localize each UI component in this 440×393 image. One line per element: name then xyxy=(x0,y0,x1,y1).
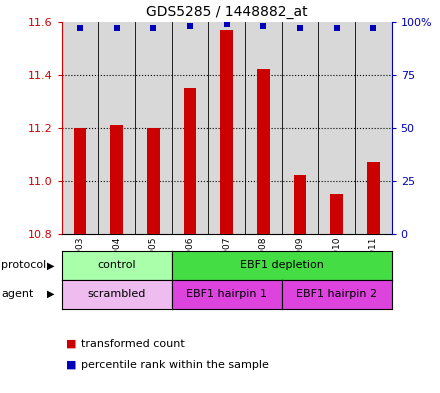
Text: EBF1 hairpin 1: EBF1 hairpin 1 xyxy=(186,289,267,299)
Point xyxy=(223,20,230,27)
Title: GDS5285 / 1448882_at: GDS5285 / 1448882_at xyxy=(146,5,308,19)
Point xyxy=(113,25,120,31)
Text: agent: agent xyxy=(1,289,33,299)
Point xyxy=(333,25,340,31)
Text: ■: ■ xyxy=(66,339,77,349)
Point xyxy=(77,25,84,31)
Bar xyxy=(367,162,380,234)
Bar xyxy=(147,128,160,234)
Text: ▶: ▶ xyxy=(47,261,55,270)
Text: control: control xyxy=(97,261,136,270)
Bar xyxy=(330,194,343,234)
Bar xyxy=(183,88,196,234)
Text: scrambled: scrambled xyxy=(88,289,146,299)
Text: percentile rank within the sample: percentile rank within the sample xyxy=(81,360,269,370)
Point xyxy=(260,23,267,29)
Point xyxy=(187,23,194,29)
Point xyxy=(370,25,377,31)
Text: protocol: protocol xyxy=(1,261,46,270)
Text: EBF1 hairpin 2: EBF1 hairpin 2 xyxy=(296,289,377,299)
Bar xyxy=(220,29,233,234)
Point xyxy=(297,25,304,31)
Bar xyxy=(73,128,86,234)
Text: EBF1 depletion: EBF1 depletion xyxy=(240,261,323,270)
Text: ■: ■ xyxy=(66,360,77,370)
Bar xyxy=(110,125,123,234)
Point xyxy=(150,25,157,31)
Text: transformed count: transformed count xyxy=(81,339,185,349)
Bar xyxy=(293,175,306,234)
Bar xyxy=(257,69,270,234)
Text: ▶: ▶ xyxy=(47,289,55,299)
